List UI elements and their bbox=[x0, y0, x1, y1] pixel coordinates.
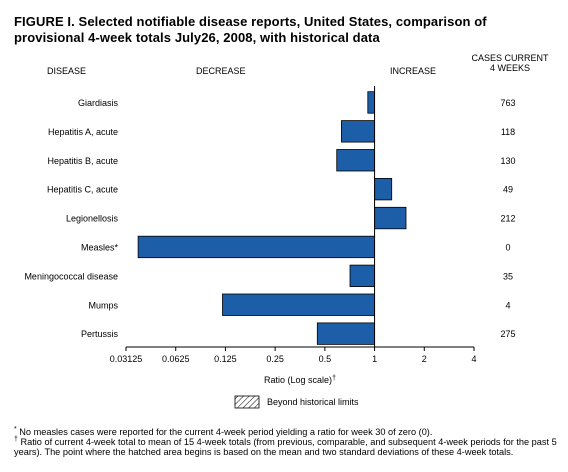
bar bbox=[336, 149, 375, 172]
bar bbox=[374, 206, 407, 230]
figure-title: FIGURE I. Selected notifiable disease re… bbox=[14, 14, 487, 45]
disease-column-header: DISEASE bbox=[47, 66, 87, 76]
x-axis-label-mark: † bbox=[332, 375, 336, 382]
x-tick-label: 0.0625 bbox=[162, 354, 190, 364]
footnote-measles-text: No measles cases were reported for the c… bbox=[19, 427, 433, 438]
legend: Beyond historical limits bbox=[234, 395, 359, 409]
ratio-bar-chart: Giardiasis 763 Hepatitis A, acute 118 Hepati… bbox=[24, 86, 516, 409]
legend-label: Beyond historical limits bbox=[267, 397, 359, 407]
footnote-ratio: † Ratio of current 4-week total to mean … bbox=[14, 435, 559, 458]
category-label: Mumps bbox=[88, 300, 118, 310]
category-label: Hepatitis A, acute bbox=[48, 127, 118, 137]
increase-header: INCREASE bbox=[390, 66, 437, 76]
bar bbox=[374, 177, 393, 201]
bar bbox=[349, 264, 375, 288]
case-count: 4 bbox=[505, 300, 510, 310]
decrease-header: DECREASE bbox=[196, 66, 246, 76]
case-count: 49 bbox=[503, 185, 513, 195]
x-tick-label: 2 bbox=[422, 354, 427, 364]
x-tick-label: 0.5 bbox=[319, 354, 332, 364]
category-label: Giardiasis bbox=[78, 98, 119, 108]
x-tick-label: 4 bbox=[471, 354, 476, 364]
category-label: Hepatitis B, acute bbox=[47, 156, 118, 166]
hatched-box-icon bbox=[234, 395, 260, 409]
case-count: 763 bbox=[500, 98, 515, 108]
category-label: Hepatitis C, acute bbox=[47, 185, 118, 195]
case-count: 118 bbox=[501, 127, 515, 137]
footnote-ratio-mark: † bbox=[14, 436, 18, 443]
bar bbox=[316, 322, 375, 345]
category-label: Meningococcal disease bbox=[24, 271, 118, 281]
case-count: 275 bbox=[500, 329, 515, 339]
bar bbox=[341, 120, 375, 143]
bar bbox=[367, 91, 375, 114]
case-count: 130 bbox=[500, 156, 515, 166]
cases-header-line2: 4 WEEKS bbox=[489, 63, 530, 73]
x-tick-label: 0.03125 bbox=[110, 354, 143, 364]
x-tick-label: 0.125 bbox=[214, 354, 237, 364]
case-count: 35 bbox=[503, 271, 513, 281]
footnote-measles-mark: * bbox=[14, 426, 17, 433]
bar bbox=[222, 293, 375, 316]
x-tick-label: 1 bbox=[372, 354, 377, 364]
footnote-ratio-text: Ratio of current 4-week total to mean of… bbox=[14, 437, 557, 458]
x-tick-label: 0.25 bbox=[266, 354, 284, 364]
case-count: 212 bbox=[500, 214, 515, 224]
footnote-measles: * No measles cases were reported for the… bbox=[14, 425, 559, 437]
bar bbox=[137, 235, 375, 259]
category-label: Measles* bbox=[81, 242, 119, 252]
cases-header-line1: CASES CURRENT bbox=[471, 53, 549, 63]
x-axis-label: Ratio (Log scale)† bbox=[264, 375, 336, 385]
category-label: Pertussis bbox=[81, 329, 119, 339]
category-label: Legionellosis bbox=[66, 214, 119, 224]
cases-header: CASES CURRENT 4 WEEKS bbox=[470, 53, 550, 73]
case-count: 0 bbox=[505, 242, 510, 252]
